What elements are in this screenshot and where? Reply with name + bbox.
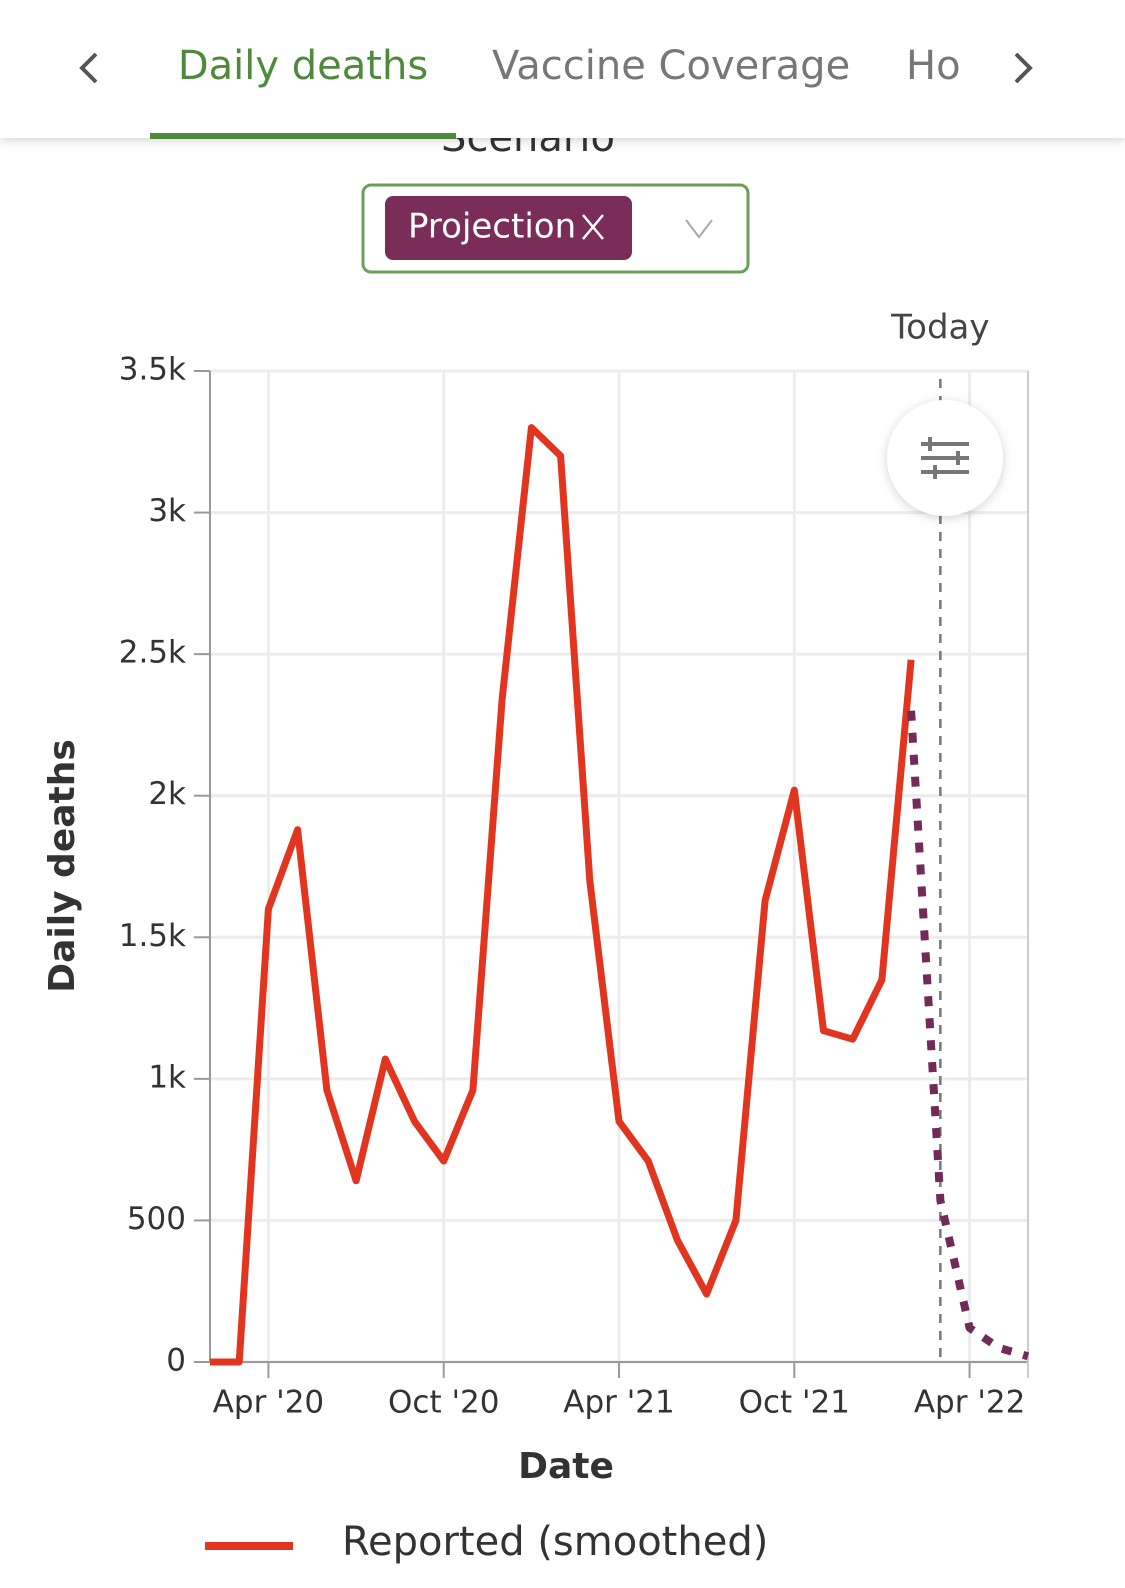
series-line bbox=[210, 424, 915, 1366]
y-tick-label: 1k bbox=[148, 1059, 186, 1095]
scenario-chip[interactable] bbox=[385, 196, 632, 260]
y-tick-label: 2.5k bbox=[119, 635, 186, 671]
y-tick-label: 3k bbox=[148, 493, 186, 529]
active-tab-indicator bbox=[150, 133, 456, 139]
y-tick-label: 2k bbox=[148, 776, 186, 812]
x-tick-label: Apr '21 bbox=[563, 1385, 674, 1421]
x-tick-label: Oct '21 bbox=[739, 1385, 850, 1421]
chip-text: Projection bbox=[408, 207, 576, 247]
chip-close[interactable] bbox=[582, 214, 604, 240]
today-label: Today bbox=[890, 308, 989, 348]
tab[interactable]: Vaccine Coverage bbox=[492, 43, 850, 89]
series-line bbox=[907, 710, 1030, 1361]
filter-button[interactable] bbox=[887, 400, 1003, 516]
y-tick-label: 1.5k bbox=[119, 918, 186, 954]
legend-label[interactable]: Reported (smoothed) bbox=[342, 1519, 768, 1565]
tab[interactable]: Daily deaths bbox=[178, 43, 428, 89]
tab-bar bbox=[0, 0, 1125, 138]
tab-next[interactable] bbox=[1014, 52, 1033, 84]
tab[interactable]: Ho bbox=[906, 43, 961, 89]
x-tick-label: Apr '20 bbox=[213, 1385, 324, 1421]
x-axis-title: Date bbox=[518, 1446, 614, 1487]
y-axis-title: Daily deaths bbox=[42, 739, 83, 993]
tab-prev[interactable] bbox=[79, 52, 98, 84]
y-tick-label: 3.5k bbox=[119, 352, 186, 388]
x-tick-label: Oct '20 bbox=[388, 1385, 499, 1421]
y-tick-label: 0 bbox=[166, 1343, 186, 1379]
y-tick-label: 500 bbox=[127, 1201, 186, 1237]
plot: 0 500 1k 1.5k 2k 2.5k 3k 3.5k Apr '20 Oct '20 Apr … bbox=[119, 308, 1030, 1421]
x-tick-label: Apr '22 bbox=[914, 1385, 1025, 1421]
dropdown-arrow[interactable] bbox=[685, 219, 713, 239]
